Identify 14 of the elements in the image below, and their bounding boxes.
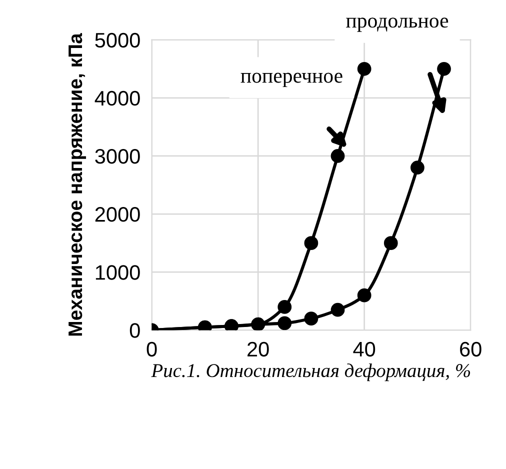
y-tick-label: 3000 xyxy=(95,148,140,164)
y-tick-label: 4000 xyxy=(94,90,140,106)
series-label: продольное xyxy=(346,18,448,32)
x-axis-title: Рис.1. Относительная деформация, % xyxy=(151,363,470,382)
x-tick-label: 40 xyxy=(353,342,376,357)
y-axis-title: Механическое напряжение, кПа xyxy=(68,33,86,336)
x-tick-label: 20 xyxy=(248,342,269,357)
y-tick-label: 2000 xyxy=(95,207,140,222)
x-tick-label: 0 xyxy=(146,342,157,357)
y-tick-label: 5000 xyxy=(95,32,140,48)
y-tick-label: 1000 xyxy=(96,265,140,280)
x-tick-label: 60 xyxy=(460,342,482,357)
series-label: поперечное xyxy=(240,72,342,88)
y-tick-label: 0 xyxy=(130,323,140,338)
